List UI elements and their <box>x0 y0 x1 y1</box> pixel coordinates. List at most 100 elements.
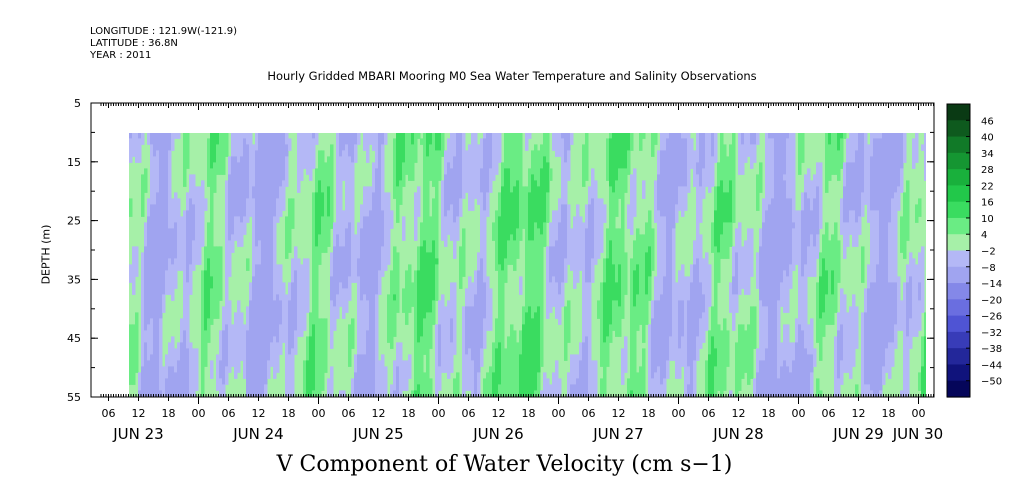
heatmap-cell <box>333 306 337 313</box>
heatmap-cell <box>594 252 598 259</box>
heatmap-cell <box>411 168 415 175</box>
heatmap-cell <box>240 354 244 361</box>
heatmap-cell <box>330 186 334 193</box>
heatmap-cell <box>225 372 229 379</box>
heatmap-cell <box>153 324 157 331</box>
heatmap-cell <box>534 258 538 265</box>
heatmap-cell <box>558 246 562 253</box>
heatmap-cell <box>603 384 607 391</box>
heatmap-cell <box>363 186 367 193</box>
heatmap-cell <box>483 288 487 295</box>
heatmap-cell <box>534 354 538 361</box>
heatmap-cell <box>237 192 241 199</box>
heatmap-cell <box>153 282 157 289</box>
heatmap-cell <box>471 312 475 319</box>
heatmap-cell <box>159 234 163 241</box>
heatmap-cell <box>291 336 295 343</box>
heatmap-cell <box>423 288 427 295</box>
heatmap-cell <box>453 144 457 151</box>
heatmap-cell <box>501 288 505 295</box>
heatmap-cell <box>261 318 265 325</box>
heatmap-cell <box>255 144 259 151</box>
heatmap-cell <box>582 252 586 259</box>
heatmap-cell <box>525 324 529 331</box>
heatmap-cell <box>372 324 376 331</box>
heatmap-cell <box>450 360 454 367</box>
heatmap-cell <box>162 156 166 163</box>
heatmap-cell <box>264 336 268 343</box>
heatmap-cell <box>360 282 364 289</box>
heatmap-cell <box>402 228 406 235</box>
heatmap-cell <box>234 222 238 229</box>
heatmap-cell <box>153 366 157 373</box>
heatmap-cell <box>330 378 334 385</box>
heatmap-cell <box>408 288 412 295</box>
heatmap-cell <box>606 258 610 265</box>
heatmap-cell <box>369 132 373 139</box>
heatmap-cell <box>414 300 418 307</box>
heatmap-cell <box>585 264 589 271</box>
heatmap-cell <box>585 240 589 247</box>
heatmap-cell <box>564 210 568 217</box>
heatmap-cell <box>357 138 361 145</box>
heatmap-cell <box>393 252 397 259</box>
heatmap-cell <box>201 282 205 289</box>
heatmap-cell <box>477 384 481 391</box>
heatmap-cell <box>345 198 349 205</box>
heatmap-cell <box>441 210 445 217</box>
heatmap-cell <box>510 192 514 199</box>
heatmap-cell <box>273 348 277 355</box>
heatmap-cell <box>528 366 532 373</box>
heatmap-cell <box>222 348 226 355</box>
heatmap-cell <box>162 300 166 307</box>
heatmap-cell <box>243 144 247 151</box>
heatmap-cell <box>525 246 529 253</box>
heatmap-cell <box>393 144 397 151</box>
heatmap-cell <box>429 264 433 271</box>
heatmap-cell <box>606 318 610 325</box>
heatmap-cell <box>300 174 304 181</box>
heatmap-cell <box>246 264 250 271</box>
heatmap-cell <box>423 270 427 277</box>
heatmap-cell <box>144 354 148 361</box>
heatmap-cell <box>150 210 154 217</box>
heatmap-cell <box>216 384 220 391</box>
heatmap-cell <box>276 180 280 187</box>
heatmap-cell <box>561 210 565 217</box>
heatmap-cell <box>336 216 340 223</box>
heatmap-cell <box>462 234 466 241</box>
heatmap-cell <box>249 342 253 349</box>
heatmap-cell <box>129 132 133 139</box>
heatmap-cell <box>447 354 451 361</box>
heatmap-cell <box>150 378 154 385</box>
heatmap-cell <box>495 168 499 175</box>
heatmap-cell <box>570 246 574 253</box>
heatmap-cell <box>228 186 232 193</box>
heatmap-cell <box>543 138 547 145</box>
heatmap-cell <box>303 372 307 379</box>
heatmap-cell <box>384 264 388 271</box>
heatmap-cell <box>177 264 181 271</box>
heatmap-cell <box>540 180 544 187</box>
heatmap-cell <box>312 216 316 223</box>
heatmap-cell <box>582 336 586 343</box>
heatmap-cell <box>486 294 490 301</box>
heatmap-cell <box>183 222 187 229</box>
heatmap-cell <box>345 288 349 295</box>
heatmap-cell <box>141 138 145 145</box>
heatmap-cell <box>180 234 184 241</box>
heatmap-cell <box>144 186 148 193</box>
heatmap-cell <box>561 150 565 157</box>
heatmap-cell <box>405 318 409 325</box>
heatmap-cell <box>414 384 418 391</box>
heatmap-cell <box>129 138 133 145</box>
heatmap-cell <box>186 198 190 205</box>
heatmap-cell <box>351 234 355 241</box>
heatmap-cell <box>507 180 511 187</box>
heatmap-cell <box>252 300 256 307</box>
heatmap-cell <box>141 258 145 265</box>
heatmap-cell <box>381 162 385 169</box>
heatmap-cell <box>435 270 439 277</box>
heatmap-cell <box>507 234 511 241</box>
heatmap-cell <box>381 174 385 181</box>
